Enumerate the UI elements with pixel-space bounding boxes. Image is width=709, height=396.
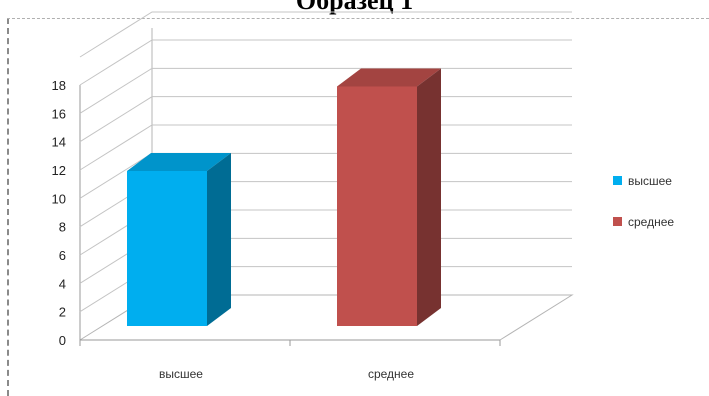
frame-border-left — [7, 18, 9, 396]
x-tick-label: высшее — [159, 367, 203, 381]
y-tick-label: 16 — [52, 106, 66, 121]
frame-border-top — [7, 18, 709, 19]
y-tick-label: 0 — [59, 333, 66, 348]
x-tick-label: среднее — [368, 367, 414, 381]
bar-top — [127, 153, 231, 171]
y-tick-label: 2 — [59, 305, 66, 320]
bar-front — [127, 171, 207, 326]
y-tick-label: 18 — [52, 78, 66, 93]
y-tick-label: 8 — [59, 220, 66, 235]
bar-front — [337, 86, 417, 326]
y-tick-label: 6 — [59, 248, 66, 263]
legend-label: среднее — [628, 215, 674, 229]
bar-side — [207, 153, 231, 326]
legend-swatch — [613, 176, 622, 185]
y-tick-label: 4 — [59, 276, 66, 291]
bar-side — [417, 68, 441, 327]
gridline — [79, 39, 572, 86]
legend-swatch — [613, 217, 622, 226]
gridline — [79, 11, 572, 58]
gridline — [79, 67, 572, 114]
y-tick-label: 12 — [52, 163, 66, 178]
bar-top — [337, 68, 441, 87]
chart-title: Образец 1 — [295, 0, 414, 15]
y-tick-label: 10 — [52, 191, 66, 206]
y-tick-label: 14 — [52, 135, 66, 150]
gridline — [79, 96, 572, 143]
legend-label: высшее — [628, 174, 672, 188]
